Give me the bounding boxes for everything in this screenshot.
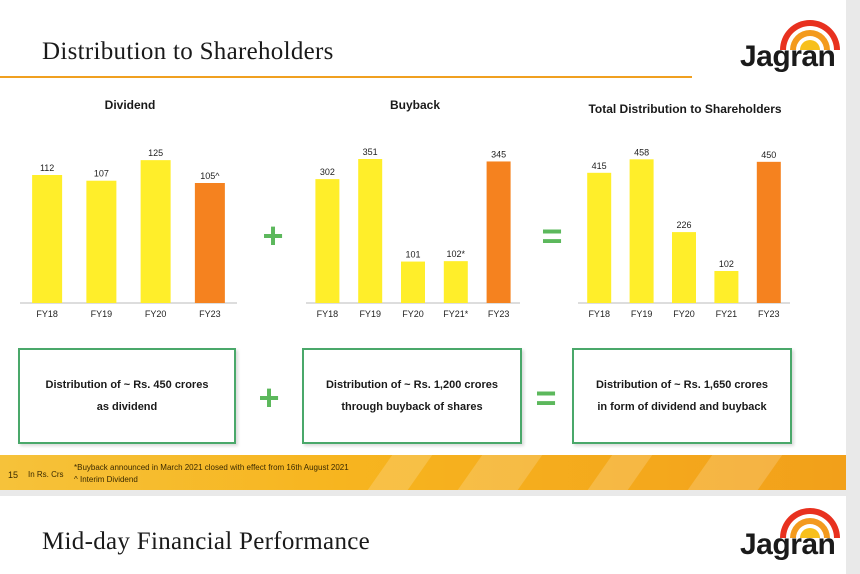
bar-fy20: [672, 232, 696, 303]
x-tick-label: FY20: [402, 309, 424, 319]
x-tick-label: FY18: [36, 309, 58, 319]
summary-box-total: Distribution of ~ Rs. 1,650 crores in fo…: [572, 348, 792, 444]
slide-midday-performance: Mid-day Financial Performance Jagran: [0, 496, 846, 574]
bar-value-label: 102*: [447, 249, 466, 259]
logo-wordmark: Jagran: [740, 528, 836, 561]
x-tick-label: FY19: [91, 309, 113, 319]
x-tick-label: FY19: [631, 309, 653, 319]
title-rule: [0, 76, 692, 78]
x-tick-label: FY21: [716, 309, 738, 319]
logo-wordmark: Jagran: [740, 40, 836, 73]
bar-fy23: [194, 183, 225, 303]
slide-title: Distribution to Shareholders: [42, 38, 334, 65]
bar-value-label: 345: [491, 149, 506, 159]
bar-fy19: [358, 159, 383, 303]
bar-value-label: 101: [405, 250, 420, 260]
bar-fy18: [587, 172, 612, 303]
chart-title-buyback: Buyback: [389, 98, 441, 112]
x-tick-label: FY20: [673, 309, 695, 319]
bar-value-label: 351: [363, 147, 378, 157]
bar-value-label: 302: [320, 167, 335, 177]
band-decoration: [457, 455, 543, 490]
slide-distribution: Distribution to Shareholders Jagran Divi…: [0, 0, 846, 490]
band-decoration: [367, 455, 433, 490]
bar-fy21: [443, 261, 468, 303]
sunrise-icon: [780, 508, 840, 538]
band-decoration: [587, 455, 653, 490]
footer-band: 15 In Rs. Crs *Buyback announced in Marc…: [0, 455, 846, 490]
page-number: 15: [8, 470, 19, 480]
bar-value-label: 107: [94, 169, 109, 179]
bar-fy23: [756, 161, 781, 303]
chart-title-dividend: Dividend: [104, 98, 156, 112]
bar-value-label: 458: [634, 147, 649, 157]
equals-operator-2: =: [535, 377, 557, 418]
chart-title-total: Total Distribution to Shareholders: [588, 102, 782, 116]
x-tick-label: FY23: [488, 309, 510, 319]
x-tick-label: FY20: [145, 309, 167, 319]
bar-fy18: [32, 175, 63, 303]
bar-fy23: [486, 161, 511, 303]
band-decoration: [687, 455, 783, 490]
x-tick-label: FY23: [758, 309, 780, 319]
x-tick-label: FY18: [317, 309, 339, 319]
bar-fy20: [401, 261, 425, 303]
plus-operator: +: [262, 215, 284, 256]
summary-box-dividend: Distribution of ~ Rs. 450 crores as divi…: [18, 348, 236, 444]
bar-value-label: 415: [592, 161, 607, 171]
footnote-interim: ^ Interim Dividend: [74, 475, 138, 484]
bar-fy19: [86, 180, 117, 303]
x-tick-label: FY23: [199, 309, 221, 319]
summary-box-buyback: Distribution of ~ Rs. 1,200 crores throu…: [302, 348, 522, 444]
bar-value-label: 450: [761, 150, 776, 160]
x-tick-label: FY19: [359, 309, 381, 319]
unit-note: In Rs. Crs: [28, 470, 64, 479]
jagran-logo: Jagran: [732, 10, 842, 80]
jagran-logo: Jagran: [732, 500, 842, 570]
bar-value-label: 125: [148, 148, 163, 158]
equals-operator: =: [541, 215, 563, 256]
bar-value-label: 226: [676, 220, 691, 230]
bar-fy20: [140, 160, 171, 303]
bar-fy19: [629, 159, 654, 303]
bar-fy21: [714, 271, 739, 303]
bar-fy18: [315, 179, 340, 303]
x-tick-label: FY18: [588, 309, 610, 319]
bar-value-label: 105^: [200, 171, 220, 181]
plus-operator-2: +: [258, 377, 280, 418]
bar-value-label: 112: [40, 163, 54, 173]
sunrise-icon: [780, 20, 840, 50]
footnote-buyback: *Buyback announced in March 2021 closed …: [74, 463, 349, 472]
charts-canvas: 112 FY18 107 FY19 125 FY20 105^ FY23 302 FY18 351 F…: [20, 147, 790, 319]
bar-value-label: 102: [719, 259, 734, 269]
slide-title: Mid-day Financial Performance: [42, 528, 371, 555]
x-tick-label: FY21*: [443, 309, 469, 319]
